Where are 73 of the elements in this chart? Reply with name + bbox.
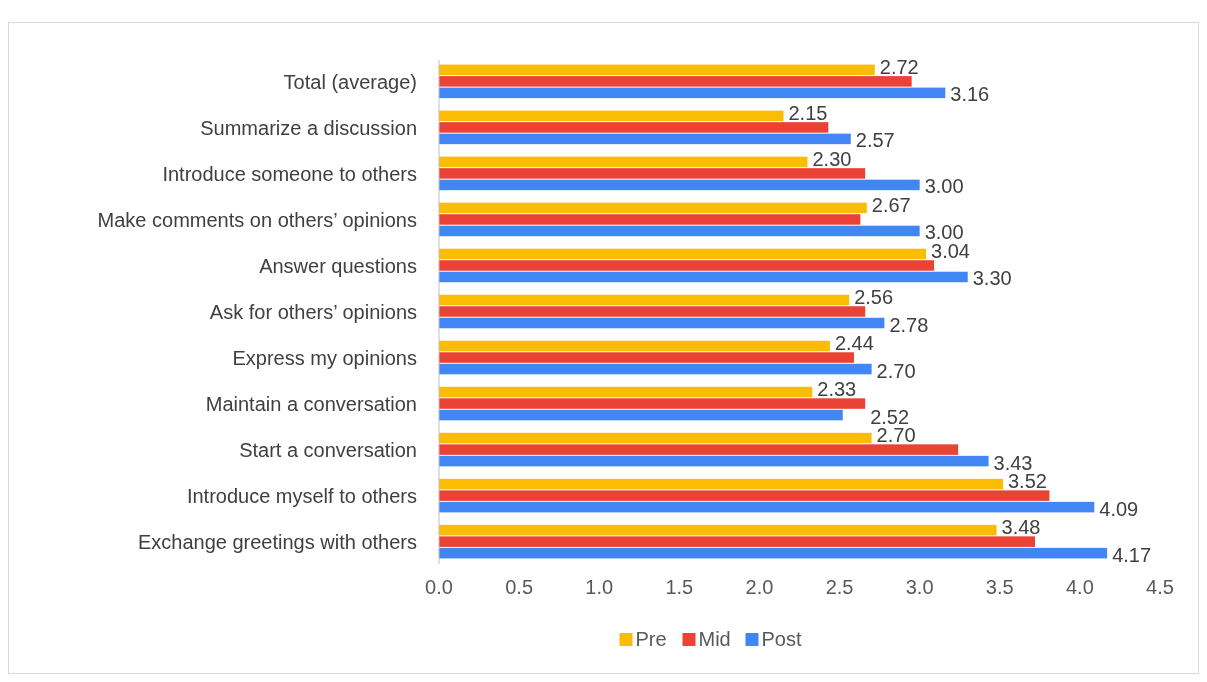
- y-tick-label: Introduce myself to others: [186, 485, 417, 508]
- y-tick-label: Summarize a discussion: [200, 116, 417, 139]
- x-tick-label: 3.5: [985, 576, 1014, 598]
- x-tick-label: 2.0: [745, 576, 774, 598]
- data-label: 3.30: [972, 267, 1012, 290]
- data-label: 2.78: [889, 313, 929, 336]
- bar: [439, 64, 875, 76]
- y-tick-label: Introduce someone to others: [162, 162, 417, 185]
- x-tick-label: 3.0: [905, 576, 934, 598]
- bar: [439, 536, 1036, 547]
- bar: [439, 524, 997, 536]
- bar: [439, 225, 920, 237]
- bar: [439, 202, 867, 214]
- bar: [439, 455, 989, 467]
- y-tick-label: Total (average): [283, 70, 417, 93]
- legend-label: Pre: [635, 628, 667, 650]
- y-tick-label: Start a conversation: [239, 439, 417, 462]
- bar: [439, 156, 808, 168]
- bar: [439, 444, 959, 455]
- y-tick-label: Make comments on others’ opinions: [97, 208, 417, 231]
- x-tick-label: 2.5: [825, 576, 854, 598]
- bar: [439, 340, 830, 352]
- bar: [439, 306, 866, 317]
- x-tick-label: 1.5: [665, 576, 694, 598]
- data-label: 3.00: [924, 175, 964, 198]
- bar: [439, 547, 1108, 559]
- legend-label: Mid: [698, 628, 731, 650]
- data-label: 4.09: [1099, 497, 1139, 520]
- data-label: 2.33: [817, 378, 857, 401]
- data-label: 2.57: [855, 129, 895, 152]
- bar: [439, 478, 1003, 490]
- bar: [439, 271, 968, 283]
- x-tick-label: 0.5: [505, 576, 534, 598]
- data-label: 4.17: [1112, 543, 1152, 566]
- bar: [439, 363, 872, 375]
- x-tick-label: 1.0: [585, 576, 614, 598]
- y-tick-label: Maintain a conversation: [205, 393, 417, 416]
- data-label: 2.56: [854, 286, 894, 309]
- y-tick-label: Express my opinions: [232, 347, 417, 370]
- x-tick-label: 4.5: [1146, 576, 1174, 598]
- x-tick-label: 0.0: [425, 576, 453, 598]
- y-tick-label: Exchange greetings with others: [137, 531, 417, 554]
- y-tick-label: Ask for others’ opinions: [209, 301, 417, 323]
- y-tick-label: Answer questions: [259, 254, 417, 277]
- bar: [439, 76, 912, 87]
- data-label: 2.30: [812, 148, 852, 171]
- data-label: 2.70: [876, 359, 916, 382]
- bar: [439, 294, 850, 306]
- data-label: 2.72: [879, 56, 919, 79]
- bar: [439, 122, 829, 133]
- bar: [439, 179, 920, 191]
- data-label: 3.48: [1001, 516, 1041, 539]
- data-label: 2.15: [788, 102, 828, 125]
- data-label: 2.44: [834, 332, 874, 355]
- bar: [439, 133, 851, 145]
- bar: [439, 409, 843, 421]
- bar: [439, 398, 866, 409]
- bar: [439, 501, 1095, 513]
- x-tick-label: 4.0: [1065, 576, 1094, 598]
- data-label: 2.67: [871, 194, 911, 217]
- bar: [439, 490, 1050, 501]
- bar: [439, 260, 935, 271]
- bar: [439, 352, 854, 363]
- bar: [439, 168, 866, 179]
- bar: [439, 432, 872, 444]
- bar: [439, 248, 927, 260]
- bar: [439, 317, 885, 329]
- bar: [439, 386, 813, 398]
- bar: [439, 110, 784, 122]
- bar: [439, 214, 861, 225]
- legend-label: Post: [761, 628, 802, 650]
- bar: [439, 87, 946, 99]
- data-label: 3.16: [950, 83, 990, 106]
